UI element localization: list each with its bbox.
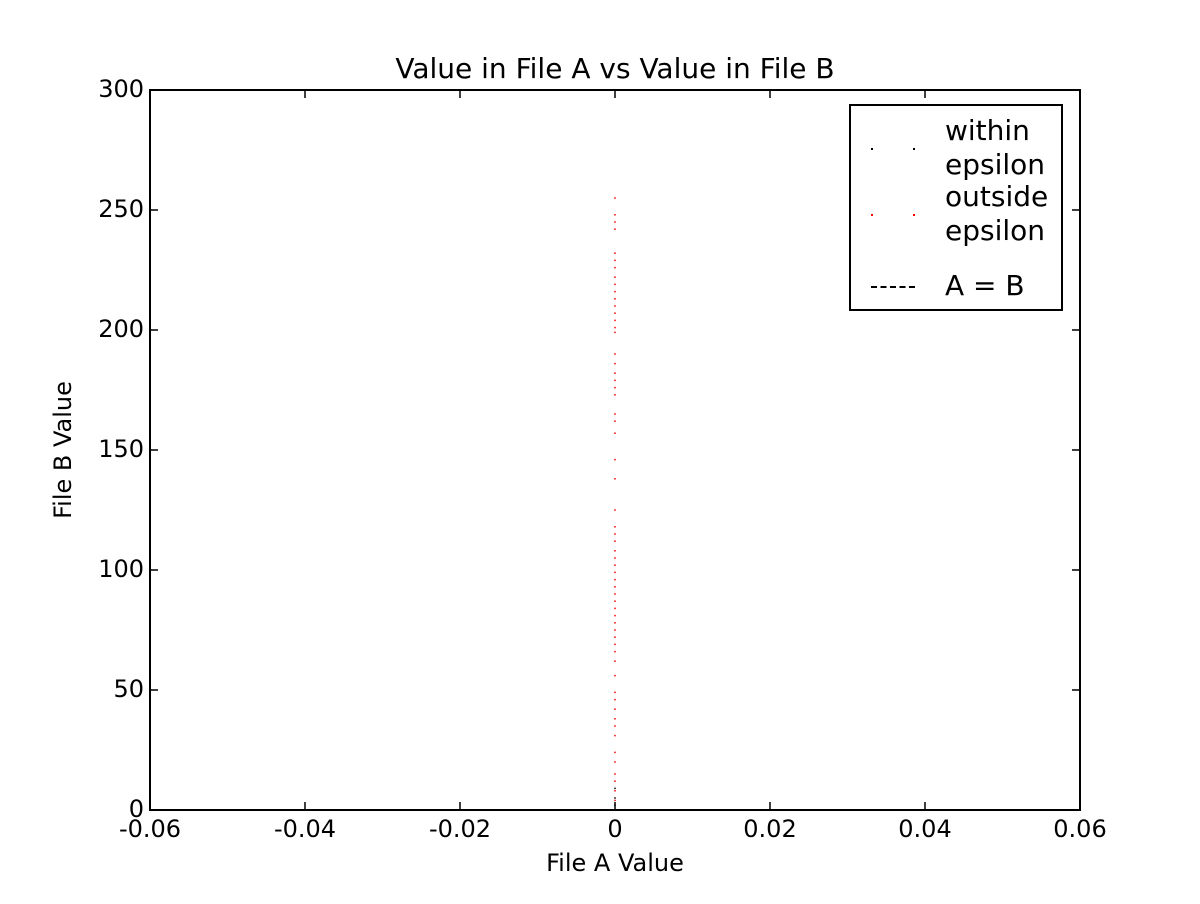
point: [614, 413, 616, 415]
point: [614, 327, 616, 329]
point: [614, 363, 616, 365]
point: [614, 526, 616, 528]
x-axis-label: File A Value: [546, 849, 684, 877]
point: [614, 312, 616, 314]
point: [614, 332, 616, 334]
point: [614, 804, 616, 806]
point: [614, 615, 616, 617]
point: [614, 708, 616, 710]
point: [614, 600, 616, 602]
legend-symbol: [871, 214, 915, 218]
point: [614, 550, 616, 552]
point: [614, 629, 616, 631]
point: [614, 752, 616, 754]
point: [614, 699, 616, 701]
x-tick-label: 0.04: [898, 815, 951, 843]
point: [614, 478, 616, 480]
point: [614, 579, 616, 581]
point: [614, 651, 616, 653]
point: [614, 725, 616, 727]
point: [614, 540, 616, 542]
legend-label: outside epsilon: [945, 180, 1063, 248]
point: [614, 320, 616, 322]
y-axis-label: File B Value: [49, 381, 77, 519]
point: [614, 622, 616, 624]
point: [614, 644, 616, 646]
point: [614, 797, 616, 799]
point: [614, 372, 616, 374]
point: [614, 800, 616, 802]
point: [614, 636, 616, 638]
x-tick-label: 0.02: [743, 815, 796, 843]
point: [614, 459, 616, 461]
y-tick-label: 150: [98, 435, 144, 463]
y-tick-label: 0: [129, 795, 144, 823]
point: [614, 267, 616, 269]
point: [614, 387, 616, 389]
x-tick-label: -0.02: [429, 815, 491, 843]
point: [614, 394, 616, 396]
point: [614, 692, 616, 694]
point: [614, 773, 616, 775]
point: [614, 608, 616, 610]
y-tick-label: 100: [98, 555, 144, 583]
point: [614, 252, 616, 254]
point: [614, 276, 616, 278]
point: [614, 586, 616, 588]
point: [614, 780, 616, 782]
point: [614, 533, 616, 535]
point: [614, 735, 616, 737]
point: [614, 380, 616, 382]
legend-label: A = B: [945, 269, 1063, 303]
x-tick-label: 0: [607, 815, 622, 843]
y-tick-label: 200: [98, 315, 144, 343]
y-tick-label: 50: [113, 675, 144, 703]
point: [614, 572, 616, 574]
point: [614, 284, 616, 286]
point: [614, 214, 616, 216]
chart-title: Value in File A vs Value in File B: [395, 52, 834, 85]
y-tick-label: 300: [98, 75, 144, 103]
x-tick-label: 0.06: [1053, 815, 1106, 843]
point: [614, 432, 616, 434]
point: [614, 660, 616, 662]
point: [614, 420, 616, 422]
point: [614, 353, 616, 355]
point: [614, 197, 616, 199]
point: [614, 675, 616, 677]
point: [614, 221, 616, 223]
point: [614, 557, 616, 559]
point: [614, 564, 616, 566]
point: [614, 790, 616, 792]
y-tick-label: 250: [98, 195, 144, 223]
point: [614, 298, 616, 300]
point: [614, 593, 616, 595]
legend-label: within epsilon: [945, 114, 1063, 182]
point: [614, 788, 616, 790]
point: [614, 761, 616, 763]
legend-item: within epsilon: [851, 114, 1061, 184]
point: [614, 260, 616, 262]
legend-item: outside epsilon: [851, 180, 1061, 250]
legend-symbol: [871, 148, 915, 152]
point: [614, 291, 616, 293]
legend-item: A = B: [851, 269, 1061, 339]
legend-symbol: [871, 286, 915, 288]
x-tick-label: -0.04: [274, 815, 336, 843]
point: [614, 305, 616, 307]
point: [614, 228, 616, 230]
point: [614, 509, 616, 511]
point: [614, 718, 616, 720]
